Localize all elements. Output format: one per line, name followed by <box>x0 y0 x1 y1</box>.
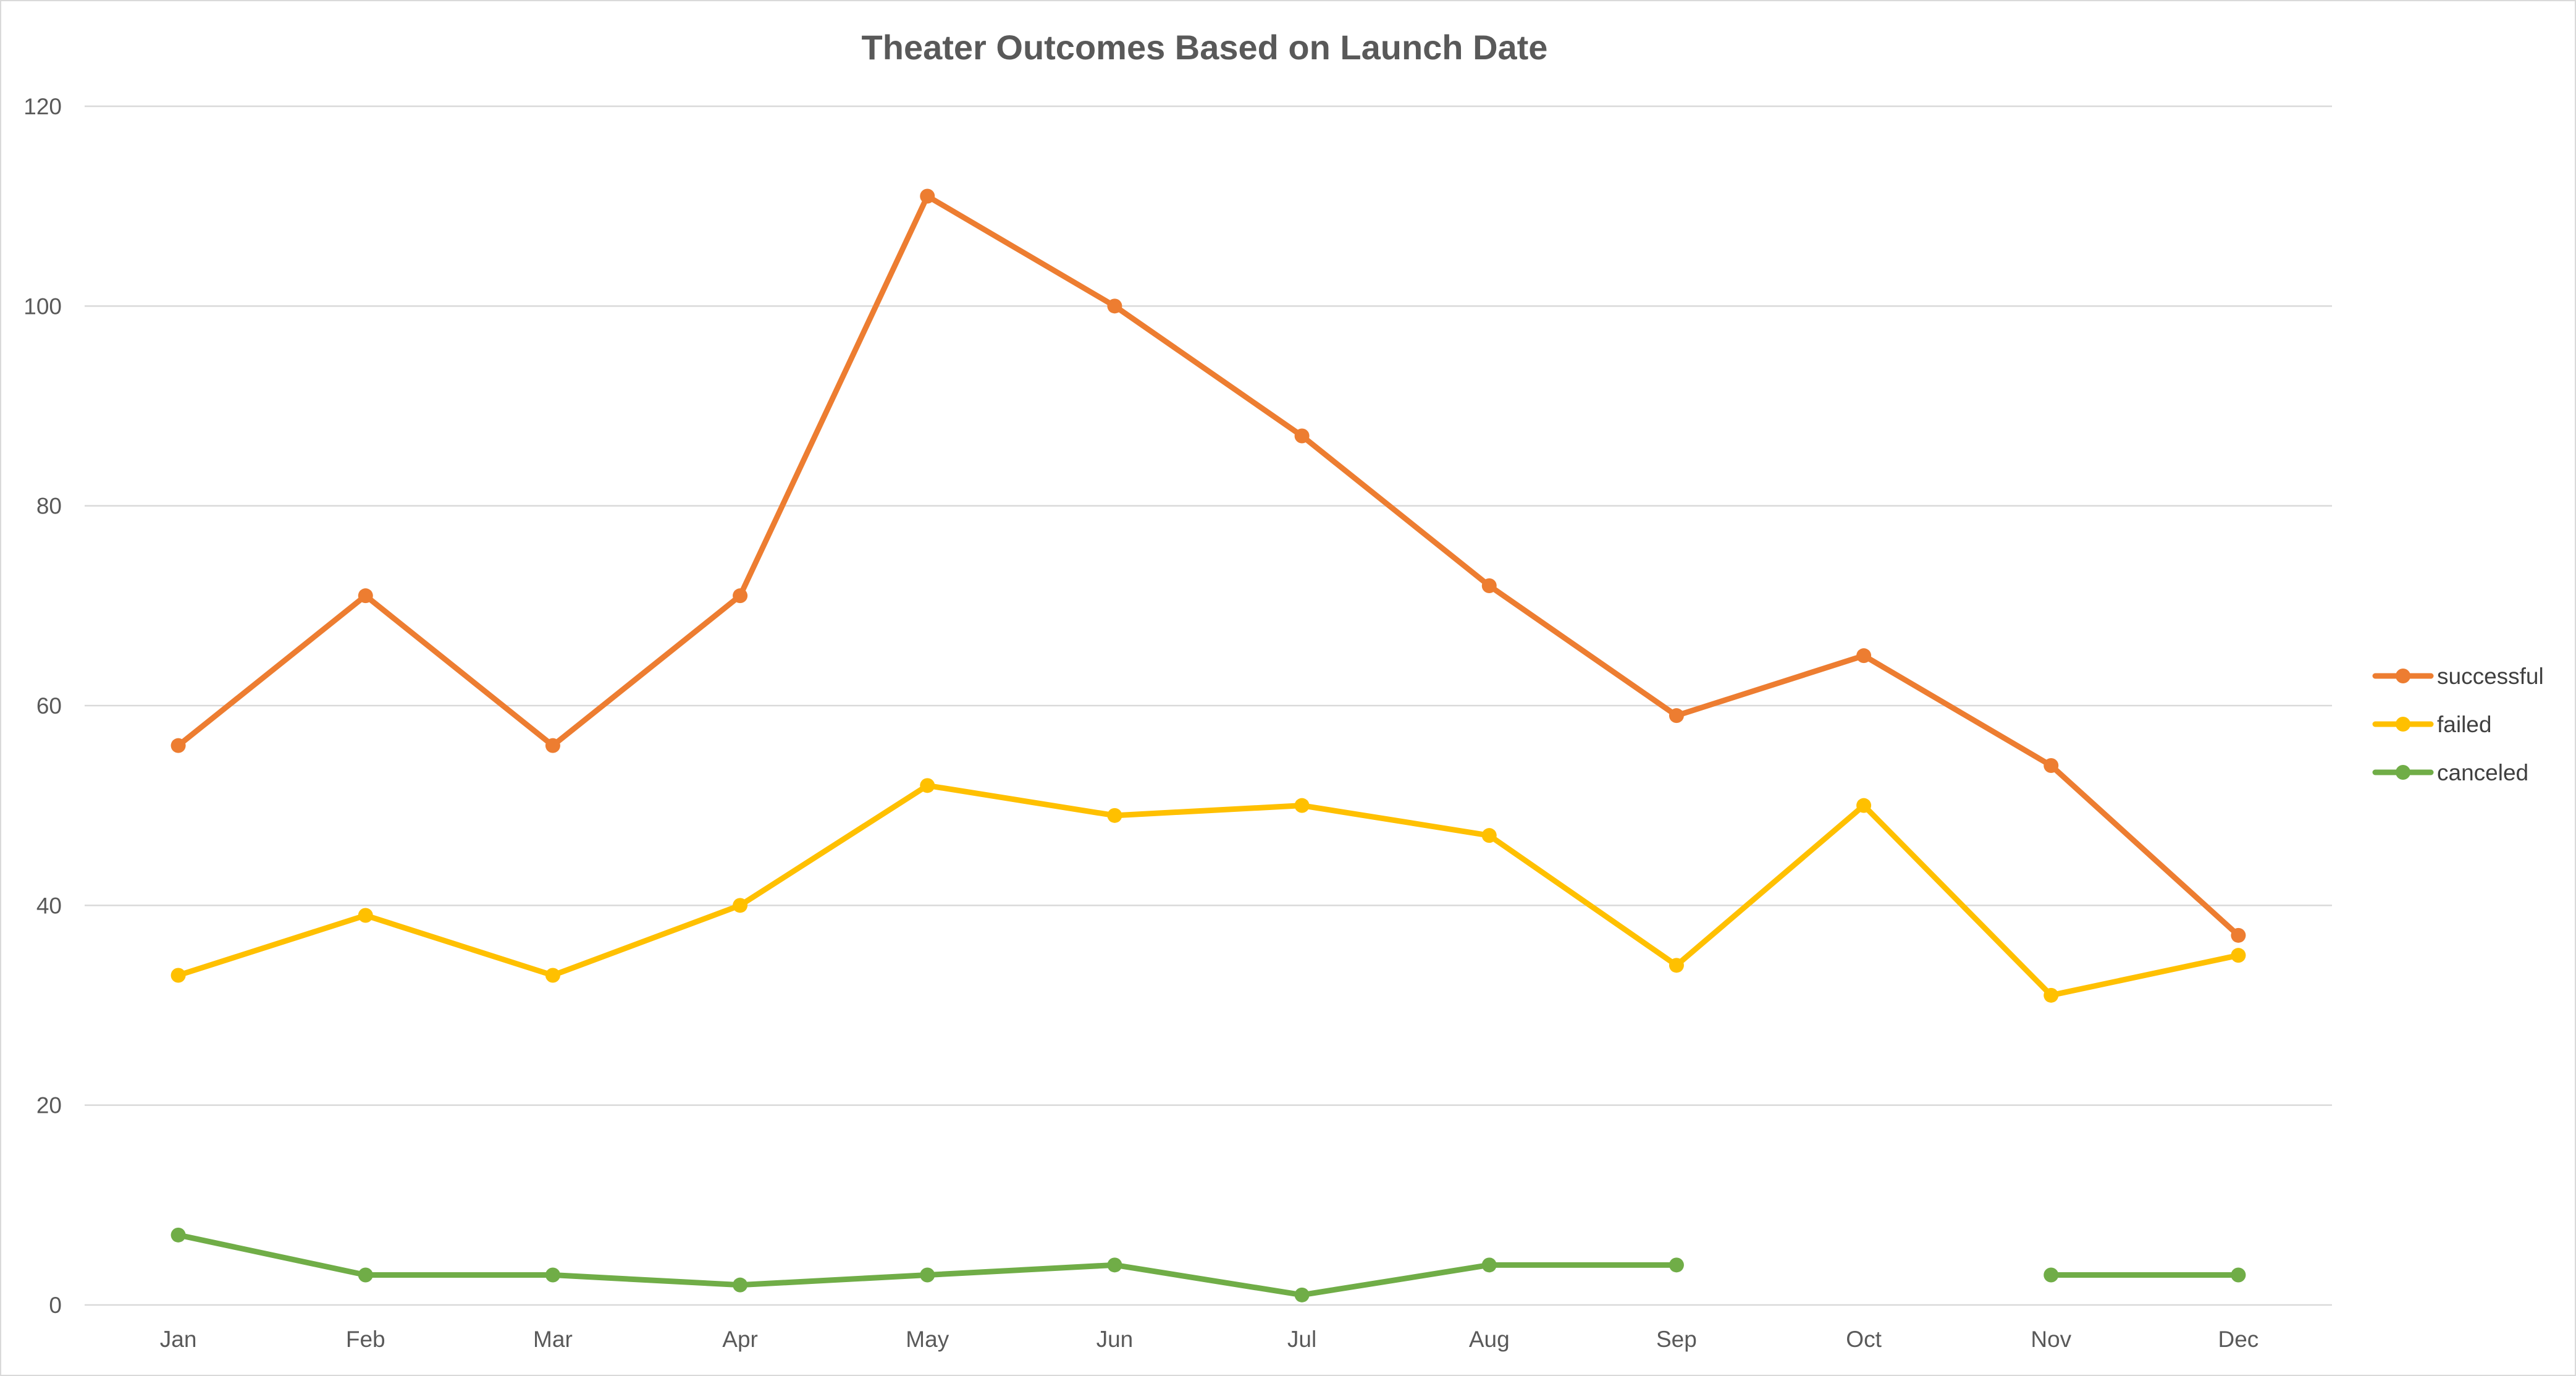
series-canceled <box>170 1227 2246 1302</box>
x-tick-label: Jun <box>1096 1327 1134 1352</box>
y-tick-label: 0 <box>49 1293 62 1318</box>
series-line-canceled <box>175 1232 1680 1298</box>
legend-marker <box>2396 717 2410 732</box>
legend-marker <box>2396 765 2410 780</box>
legend-label: canceled <box>2437 760 2528 785</box>
data-point-canceled <box>1107 1257 1122 1273</box>
x-tick-label: Mar <box>533 1327 573 1352</box>
data-point-successful <box>2044 758 2059 773</box>
data-point-canceled <box>2044 1267 2059 1283</box>
data-point-failed <box>2044 987 2059 1003</box>
y-tick-label: 60 <box>36 693 62 719</box>
chart-title: Theater Outcomes Based on Launch Date <box>862 28 1548 67</box>
legend-marker <box>2396 669 2410 683</box>
x-tick-label: Nov <box>2031 1327 2071 1352</box>
y-tick-label: 20 <box>36 1093 62 1118</box>
data-point-canceled <box>733 1277 748 1293</box>
data-point-failed <box>2231 948 2246 963</box>
legend-item-failed: failed <box>2372 712 2491 737</box>
data-point-successful <box>1669 708 1684 724</box>
data-point-failed <box>545 968 560 983</box>
legend-item-successful: successful <box>2372 664 2544 689</box>
data-point-failed <box>1294 798 1310 813</box>
x-tick-label: Dec <box>2218 1327 2259 1352</box>
series-successful <box>170 188 2246 943</box>
x-tick-label: Aug <box>1469 1327 1510 1352</box>
data-point-canceled <box>1481 1257 1497 1273</box>
data-point-canceled <box>2231 1267 2246 1283</box>
y-tick-label: 120 <box>23 94 62 119</box>
series-lines <box>170 188 2246 1302</box>
data-point-successful <box>1481 578 1497 593</box>
legend-label: successful <box>2437 664 2544 689</box>
data-point-failed <box>1856 798 1872 813</box>
x-tick-label: Oct <box>1846 1327 1882 1352</box>
gridlines <box>85 105 2332 1306</box>
x-tick-label: May <box>906 1327 949 1352</box>
x-axis-tick-labels: Jan Feb Mar Apr May Jun Jul Aug Sep Oct Nov Dec <box>160 1327 2259 1352</box>
y-tick-label: 100 <box>23 293 62 319</box>
y-axis-tick-labels: 0 20 40 60 80 100 120 <box>23 94 62 1318</box>
y-tick-label: 40 <box>36 893 62 918</box>
series-line-failed <box>175 782 2241 998</box>
data-point-successful <box>920 188 935 204</box>
data-point-canceled <box>170 1227 186 1243</box>
data-point-failed <box>1669 958 1684 973</box>
data-point-failed <box>1481 828 1497 843</box>
data-point-canceled <box>545 1267 560 1283</box>
x-tick-label: Jul <box>1287 1327 1316 1352</box>
data-point-successful <box>1856 648 1872 664</box>
x-tick-label: Feb <box>346 1327 385 1352</box>
data-point-successful <box>170 738 186 753</box>
data-point-successful <box>2231 927 2246 943</box>
x-tick-label: Sep <box>1656 1327 1697 1352</box>
data-point-successful <box>733 588 748 604</box>
data-point-canceled <box>920 1267 935 1283</box>
x-tick-label: Jan <box>160 1327 197 1352</box>
legend: successful failed canceled <box>2372 664 2544 785</box>
series-failed <box>170 778 2246 1003</box>
data-point-successful <box>358 588 373 604</box>
series-line-successful <box>175 193 2241 939</box>
data-point-failed <box>170 968 186 983</box>
x-tick-label: Apr <box>722 1327 758 1352</box>
data-point-successful <box>545 738 560 753</box>
data-point-failed <box>1107 808 1122 823</box>
y-tick-label: 80 <box>36 494 62 519</box>
data-point-failed <box>733 898 748 913</box>
data-point-failed <box>920 778 935 793</box>
data-point-successful <box>1294 428 1310 444</box>
legend-label: failed <box>2437 712 2491 737</box>
data-point-canceled <box>1294 1287 1310 1302</box>
data-point-canceled <box>1669 1257 1684 1273</box>
data-point-failed <box>358 908 373 923</box>
legend-item-canceled: canceled <box>2372 760 2528 785</box>
data-point-canceled <box>358 1267 373 1283</box>
data-point-successful <box>1107 298 1122 314</box>
